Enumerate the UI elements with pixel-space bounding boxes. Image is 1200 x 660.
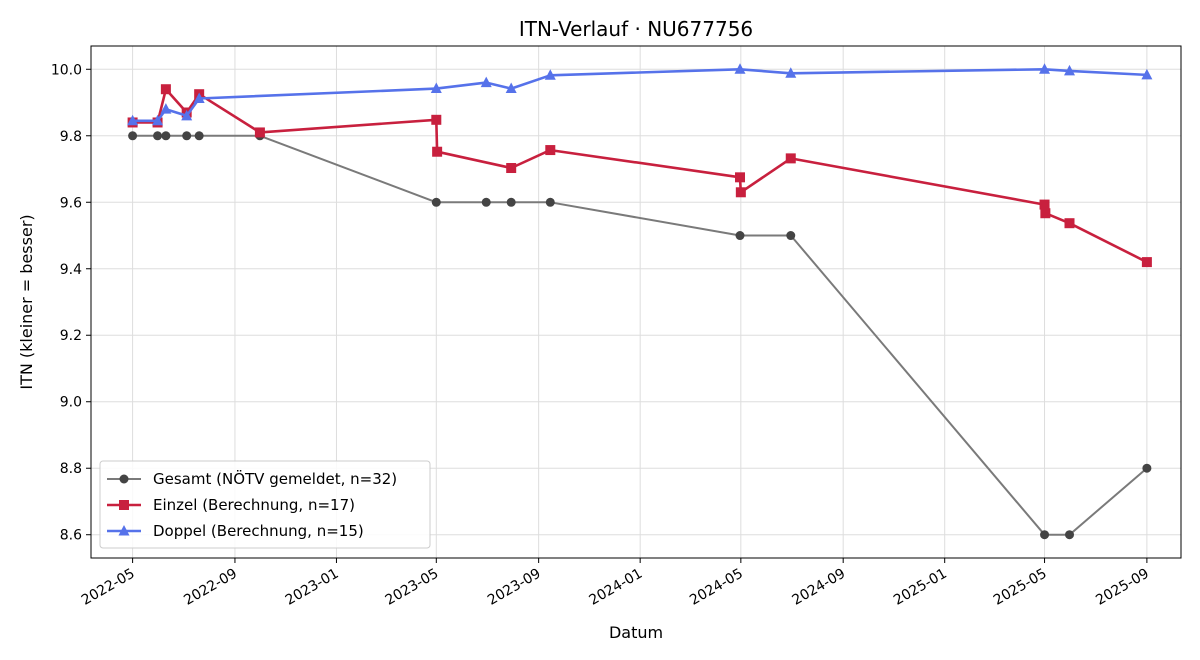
data-point (432, 146, 443, 157)
data-point (735, 172, 746, 183)
data-point (1141, 257, 1152, 268)
legend-box (99, 460, 431, 549)
data-point (152, 114, 164, 126)
data-point (1040, 208, 1051, 219)
data-point (1065, 530, 1075, 540)
y-tick-label: 9.4 (60, 262, 82, 278)
data-point (734, 63, 746, 74)
data-point (785, 153, 796, 164)
data-point (1142, 463, 1152, 473)
series-triangle (127, 63, 1153, 126)
data-point (182, 131, 192, 141)
y-axis: 8.6 8.8 9.0 9.2 9.4 9.6 9.8 10.0 (51, 62, 91, 544)
data-point (506, 197, 516, 207)
y-tick-label: 9.6 (60, 195, 82, 211)
y-tick-label: 9.2 (60, 328, 82, 344)
data-point (544, 69, 556, 80)
data-point (254, 127, 265, 138)
data-point (545, 197, 555, 207)
legend-label: Einzel (Berechnung, n=17) (153, 496, 355, 514)
data-point (128, 131, 138, 141)
series-layer (127, 63, 1153, 540)
y-tick-label: 10.0 (51, 62, 82, 78)
data-point (505, 82, 517, 94)
data-point (431, 197, 441, 207)
legend: Gesamt (NÖTV gemeldet, n=32) Einzel (Bere… (99, 460, 431, 549)
data-point (506, 163, 517, 174)
data-point (160, 84, 171, 95)
data-point (480, 76, 492, 88)
data-point (481, 197, 491, 207)
data-point (735, 231, 745, 241)
y-tick-label: 9.8 (60, 129, 82, 145)
data-point (1064, 218, 1075, 229)
data-point (160, 103, 172, 114)
data-point (194, 131, 204, 141)
legend-label: Gesamt (NÖTV gemeldet, n=32) (153, 469, 397, 488)
data-point (1040, 530, 1050, 540)
data-point (786, 231, 796, 241)
data-point (735, 187, 746, 198)
data-point (431, 114, 442, 125)
data-point (1064, 64, 1076, 76)
data-point (127, 114, 139, 126)
data-point (193, 92, 205, 104)
y-tick-label: 8.6 (60, 528, 82, 544)
data-point (161, 131, 171, 141)
data-point (181, 109, 193, 121)
legend-marker (119, 474, 129, 484)
data-point (545, 145, 556, 156)
legend-label: Doppel (Berechnung, n=15) (153, 522, 364, 540)
x-axis-title: Datum (609, 623, 663, 642)
data-point (1039, 199, 1050, 210)
legend-marker (119, 500, 129, 510)
y-tick-label: 9.0 (60, 395, 82, 411)
legend-marker (118, 525, 130, 536)
y-tick-label: 8.8 (60, 461, 82, 477)
data-point (430, 82, 442, 94)
chart-title: ITN-Verlauf · NU677756 (519, 17, 753, 41)
data-point (785, 67, 797, 78)
plot-frame (90, 45, 1182, 559)
data-point (1039, 63, 1051, 74)
data-point (1141, 68, 1153, 80)
data-point (153, 131, 163, 141)
y-axis-title: ITN (kleiner = besser) (17, 214, 36, 389)
